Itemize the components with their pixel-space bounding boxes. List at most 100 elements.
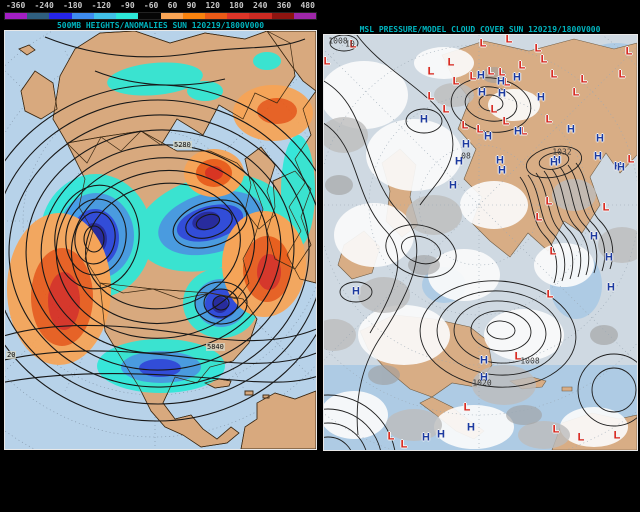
- low-marker: L: [447, 56, 455, 69]
- low-marker: L: [550, 68, 558, 81]
- low-marker: L: [387, 430, 395, 443]
- low-marker: L: [487, 65, 495, 78]
- high-marker: H: [553, 154, 561, 167]
- high-marker: H: [496, 154, 504, 167]
- low-marker: L: [324, 55, 331, 68]
- pressure-label: 1020: [472, 378, 492, 388]
- colorbar-segment: [138, 13, 161, 19]
- low-marker: L: [505, 35, 513, 46]
- colorbar-segment: [249, 13, 272, 19]
- low-marker: L: [518, 59, 526, 72]
- low-marker: L: [540, 53, 548, 66]
- low-marker: L: [549, 245, 557, 258]
- low-marker: L: [479, 37, 487, 50]
- scale-tick: -360: [6, 1, 26, 10]
- colorbar-segment: [271, 13, 294, 19]
- left-map-title: 500MB HEIGHTS/ANOMALIES SUN 120219/1800V…: [56, 21, 265, 30]
- low-marker: L: [476, 123, 484, 136]
- scale-tick: -120: [91, 1, 111, 10]
- scale-tick: 240: [252, 1, 268, 10]
- colorbar-segment: [71, 13, 94, 19]
- colorbar-segment: [27, 13, 50, 19]
- high-marker: H: [537, 91, 545, 104]
- colorbar-segment: [182, 13, 205, 19]
- anomaly-shading: [7, 52, 315, 393]
- high-marker: H: [449, 179, 457, 192]
- low-marker: L: [461, 119, 469, 132]
- high-marker: H: [477, 69, 485, 82]
- pressure-label: 1008: [520, 356, 540, 366]
- contour-label: 20: [6, 351, 17, 359]
- scale-tick: 480: [300, 1, 315, 10]
- low-marker: L: [498, 66, 506, 79]
- low-marker: L: [535, 211, 543, 224]
- high-marker: H: [462, 138, 470, 151]
- right-map-graphic: [324, 35, 637, 450]
- low-marker: L: [618, 68, 626, 81]
- low-marker: L: [572, 86, 580, 99]
- colorbar-segment: [49, 13, 72, 19]
- high-marker: H: [484, 130, 492, 143]
- pressure-label: 08: [461, 151, 471, 161]
- pressure-label: 1032: [552, 147, 572, 157]
- low-marker: L: [463, 401, 471, 414]
- left-map-500mb-heights: 5280 5840 20: [4, 30, 317, 450]
- pressure-label: 10: [345, 39, 355, 49]
- low-marker: L: [534, 42, 542, 55]
- colorbar-segment: [204, 13, 228, 19]
- right-graticule: [324, 35, 637, 450]
- left-map-area: 5280 5840 20: [5, 31, 316, 449]
- contour-label: 5840: [206, 343, 225, 351]
- low-marker: L: [520, 125, 528, 138]
- low-marker: L: [400, 438, 408, 450]
- high-marker: H: [567, 123, 575, 136]
- isobars: [324, 35, 637, 450]
- high-marker: H: [497, 75, 505, 88]
- pressure-label: 1008: [328, 36, 348, 46]
- high-marker: H: [513, 71, 521, 84]
- colorbar-segment: [227, 13, 250, 19]
- low-marker: L: [580, 73, 588, 86]
- high-marker: H: [607, 281, 615, 294]
- high-marker: H: [352, 285, 360, 298]
- contour-label: 5280: [173, 141, 192, 149]
- low-marker: L: [613, 429, 621, 442]
- low-marker: L: [552, 423, 560, 436]
- low-marker: L: [577, 431, 585, 444]
- scale-tick: 90: [186, 1, 197, 10]
- scale-tick: 180: [229, 1, 244, 10]
- colorbar-segment: [5, 13, 28, 19]
- colorbar-segment: [160, 13, 183, 19]
- high-marker: H: [614, 160, 622, 173]
- high-marker: H: [480, 371, 488, 384]
- low-marker: L: [427, 65, 435, 78]
- low-marker: L: [545, 113, 553, 126]
- colorbar: [4, 12, 317, 20]
- scale-ticks: -360 -240 -180 -120 -90 -60 60 90 120 180 240 360 48…: [4, 1, 317, 11]
- height-contours: [5, 36, 316, 422]
- low-marker: L: [490, 103, 498, 116]
- scale-tick: -240: [34, 1, 54, 10]
- right-panel-mslp: MSL PRESSURE/MODEL CLOUD COVER SUN 12021…: [322, 0, 638, 451]
- low-marker: L: [602, 201, 610, 214]
- low-marker: L: [545, 195, 553, 208]
- high-marker: H: [498, 87, 506, 100]
- high-marker: H: [514, 125, 522, 138]
- high-marker: H: [437, 428, 445, 441]
- high-marker: H: [596, 132, 604, 145]
- colorbar-segment: [293, 13, 317, 19]
- high-marker: H: [478, 86, 486, 99]
- low-marker: L: [502, 115, 510, 128]
- left-map-graphic: [5, 31, 316, 449]
- low-marker: L: [349, 38, 357, 51]
- low-marker: L: [546, 288, 554, 301]
- low-marker: L: [427, 90, 435, 103]
- low-marker: L: [627, 153, 635, 166]
- high-marker: H: [617, 161, 625, 174]
- scale-tick: -60: [143, 1, 159, 10]
- scale-tick: -180: [63, 1, 83, 10]
- colorbar-segment: [93, 13, 117, 19]
